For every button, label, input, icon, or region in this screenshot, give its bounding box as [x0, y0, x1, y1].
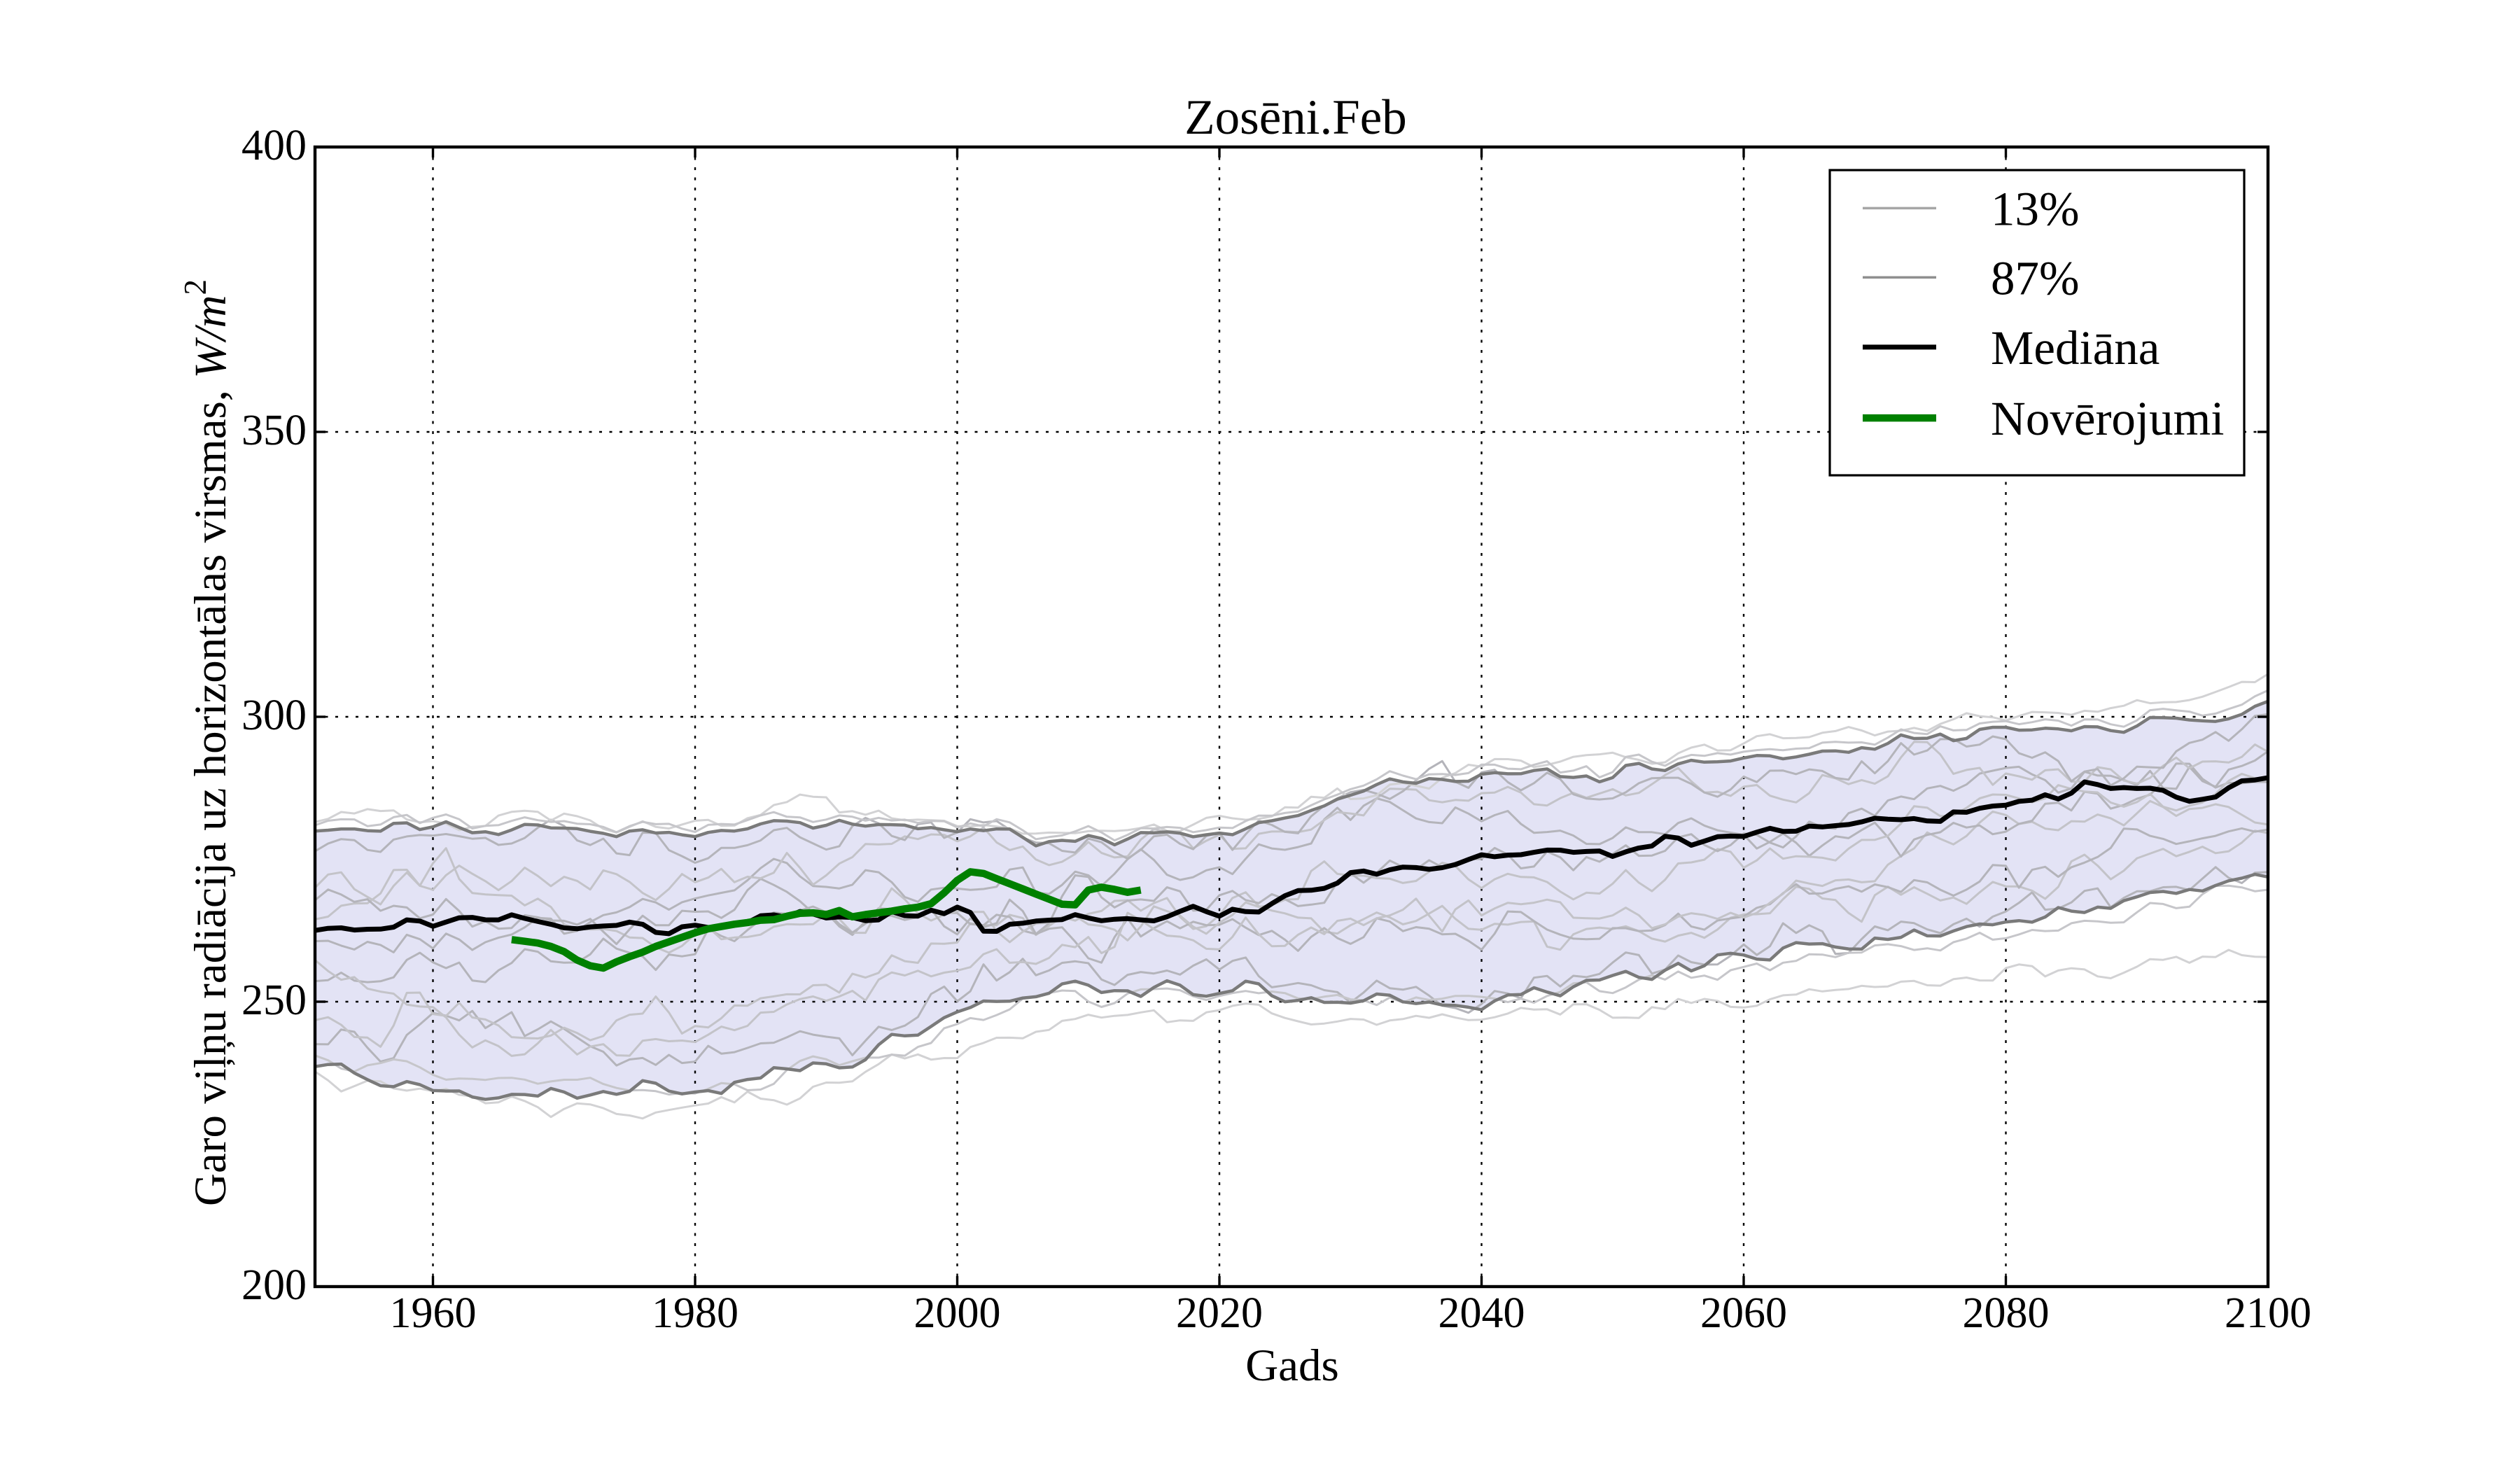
svg-text:Garo viļņu radiācija uz horizo: Garo viļņu radiācija uz horizontālas vir… — [178, 279, 236, 1206]
svg-text:250: 250 — [241, 976, 307, 1024]
svg-text:1960: 1960 — [390, 1289, 477, 1337]
svg-text:2000: 2000 — [914, 1289, 1001, 1337]
svg-text:2060: 2060 — [1700, 1289, 1787, 1337]
svg-text:400: 400 — [241, 122, 307, 169]
svg-text:1980: 1980 — [652, 1289, 738, 1337]
svg-text:Zosēni.Feb: Zosēni.Feb — [1184, 90, 1407, 145]
svg-text:2040: 2040 — [1438, 1289, 1525, 1337]
svg-text:300: 300 — [241, 692, 307, 739]
svg-text:350: 350 — [241, 407, 307, 454]
svg-text:Mediāna: Mediāna — [1991, 321, 2160, 374]
svg-text:2100: 2100 — [2225, 1289, 2311, 1337]
svg-text:87%: 87% — [1991, 251, 2079, 304]
svg-text:Gads: Gads — [1245, 1340, 1339, 1391]
svg-text:2080: 2080 — [1963, 1289, 2050, 1337]
svg-text:200: 200 — [241, 1261, 307, 1309]
svg-text:2020: 2020 — [1176, 1289, 1263, 1337]
svg-text:Novērojumi: Novērojumi — [1991, 392, 2224, 445]
svg-text:13%: 13% — [1991, 182, 2079, 235]
